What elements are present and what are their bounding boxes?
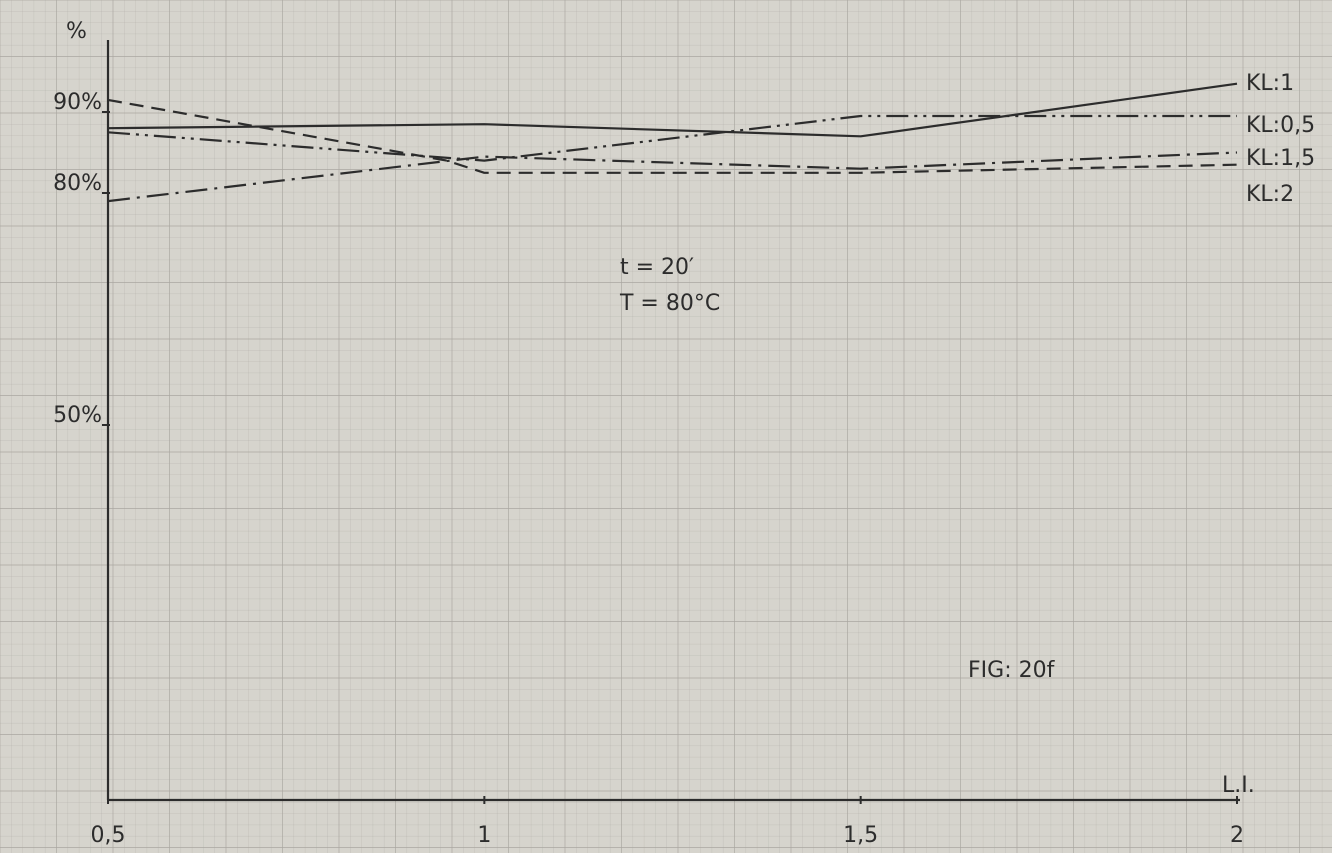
y-tick-label: 80% [53, 171, 102, 196]
series-labels: KL:1 KL:0,5 KL:1,5 KL:2 [1246, 71, 1315, 207]
y-ticks: 90% 80% 50% [53, 90, 110, 428]
series-label-kl-1-5: KL:1,5 [1246, 146, 1315, 171]
x-ticks: 0,5 1 1,5 2 [91, 796, 1244, 848]
series-lines [107, 82, 1238, 203]
y-tick-label: 50% [53, 403, 102, 428]
y-tick-label: 90% [53, 90, 102, 115]
series-label-kl-2: KL:2 [1246, 182, 1294, 207]
annotation-temperature: T = 80°C [619, 291, 720, 316]
x-tick-label: 1,5 [843, 823, 878, 848]
x-tick-label: 0,5 [91, 823, 126, 848]
y-axis-label: % [66, 19, 87, 44]
series-line-kl-1 [107, 82, 1238, 138]
series-label-kl-0-5: KL:0,5 [1246, 113, 1315, 138]
series-line-kl-1-5 [107, 151, 1238, 203]
annotation-time: t = 20′ [620, 255, 694, 280]
series-line-kl-2 [107, 98, 1238, 174]
x-tick-label: 1 [477, 823, 491, 848]
series-label-kl-1: KL:1 [1246, 71, 1294, 96]
figure-label: FIG: 20f [968, 658, 1056, 683]
series-line-kl-0-5 [107, 114, 1237, 162]
x-axis-label: L.I. [1222, 773, 1255, 798]
x-tick-label: 2 [1230, 823, 1244, 848]
